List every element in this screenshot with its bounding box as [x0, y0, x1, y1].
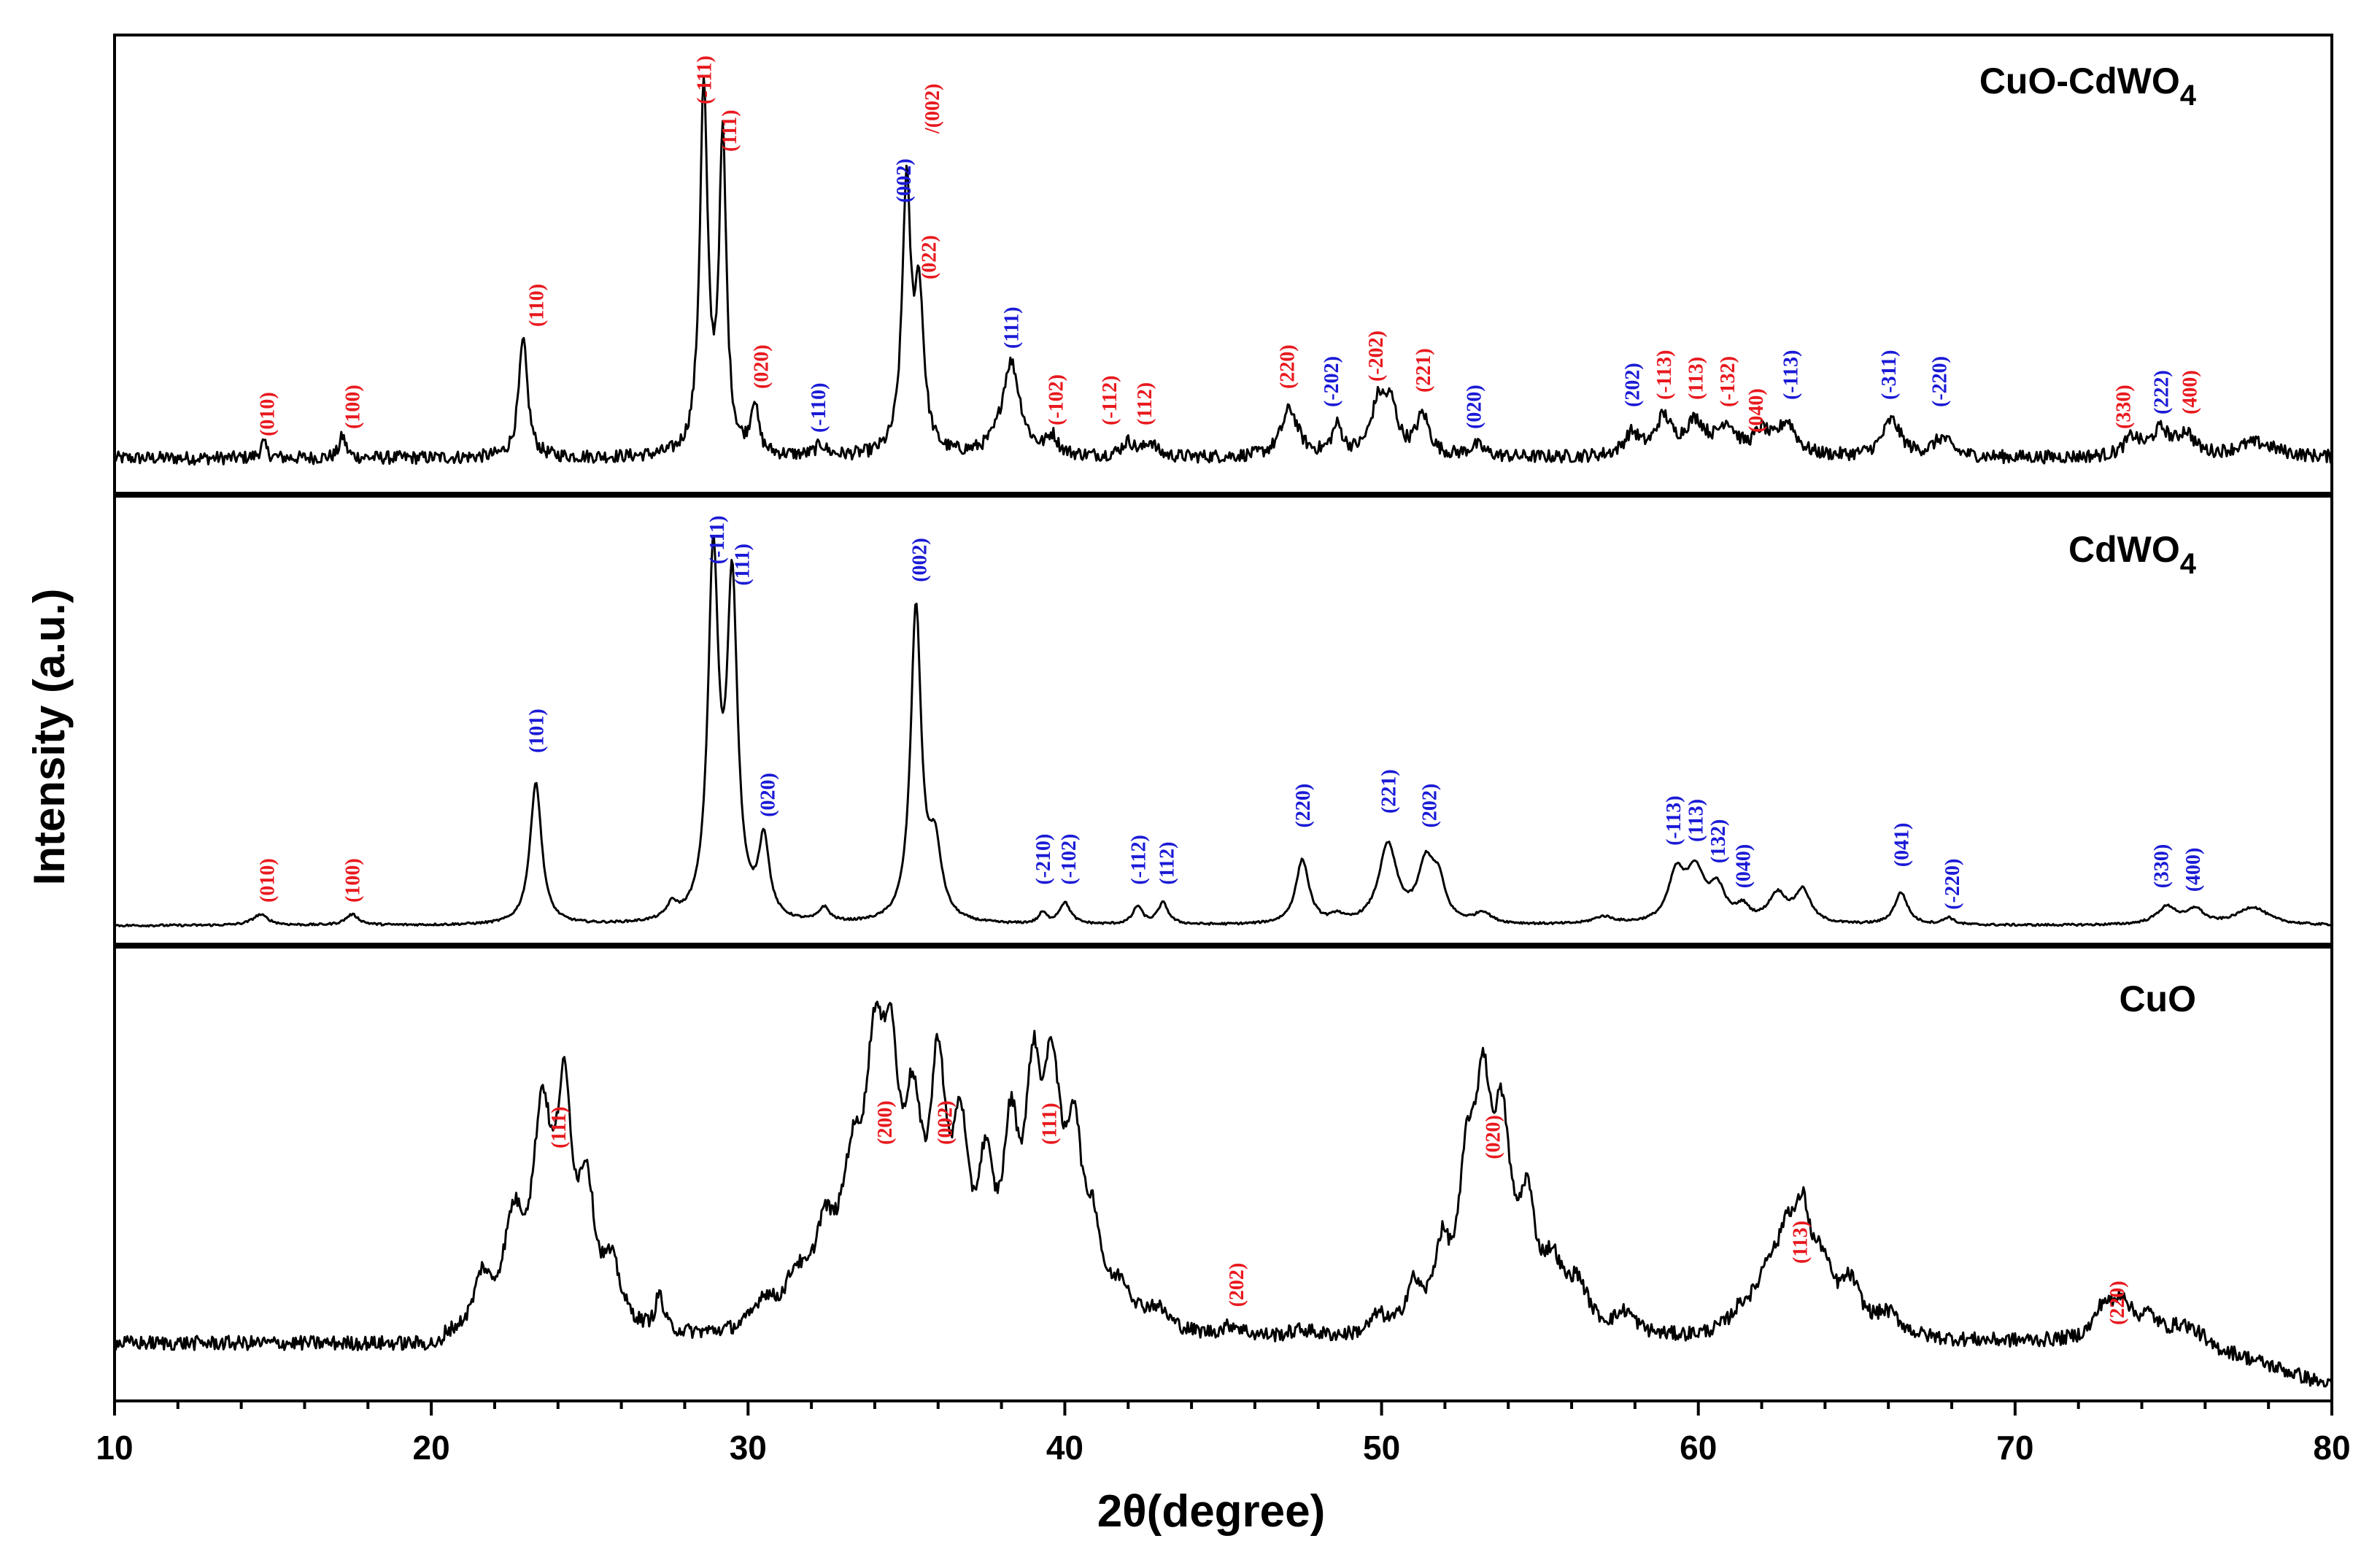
peak-label: (-102) — [1045, 374, 1067, 425]
x-axis-title: 2θ(degree) — [1097, 1486, 1326, 1537]
peak-label: (200) — [874, 1100, 897, 1145]
panel-cuo: CuO (111) (200) (002) (111) (202) (020) (113) (2… — [113, 978, 2333, 1388]
peak-label: (040) — [1745, 388, 1768, 433]
panel-title-subscript: 4 — [2180, 80, 2197, 112]
peak-label: (041) — [1891, 823, 1914, 868]
pattern-line — [113, 1000, 2333, 1388]
peak-label: (-210) — [1032, 834, 1055, 885]
peak-label: (220) — [1292, 784, 1315, 828]
peak-label: (220) — [1276, 344, 1299, 389]
peak-label: /(002) — [922, 84, 944, 134]
peak-label: (202) — [1419, 784, 1442, 828]
panel-cdwo4: CdWO4(010) (100)(101)(-111)(111)(020)(002… — [114, 516, 2333, 928]
x-axis: 10 20 30 40 50 60 70 80 — [96, 34, 2351, 1467]
peak-label: (-202) — [1365, 331, 1388, 382]
peak-label: (113) — [1685, 799, 1707, 842]
peak-label: (111) — [548, 1106, 571, 1148]
pattern-line — [114, 535, 2333, 928]
peak-label: (-220) — [1942, 859, 1964, 910]
peak-label: (100) — [342, 385, 365, 429]
peak-label: (-311) — [1878, 350, 1901, 400]
x-tick-label: 50 — [1363, 1429, 1400, 1467]
plot-frame — [113, 34, 2333, 1402]
x-tick-label: 80 — [2313, 1429, 2350, 1467]
peak-label: (-132) — [1717, 356, 1739, 407]
peak-label: (111) — [1039, 1103, 1062, 1145]
panel-title: CuO — [2119, 978, 2196, 1019]
peak-label: (113) — [1685, 357, 1707, 400]
peak-label: (020) — [757, 773, 779, 817]
peak-label: (111) — [1001, 306, 1024, 349]
x-tick-label: 60 — [1680, 1429, 1717, 1467]
pattern-line — [113, 75, 2333, 466]
peak-label: (-111) — [694, 55, 716, 104]
panel-cuo-cdwo4: CuO-CdWO4(010) (100)(110)(-111)(111)(020)… — [113, 55, 2333, 466]
peak-label: (101) — [525, 708, 548, 753]
peak-label: (400) — [2179, 370, 2202, 414]
x-tick-label: 40 — [1046, 1429, 1083, 1467]
peak-label: (221) — [1413, 348, 1435, 393]
x-tick-label: 30 — [730, 1429, 767, 1467]
peak-label: (022) — [919, 235, 941, 279]
panels-layer: CuO-CdWO4(010) (100)(110)(-111)(111)(020)… — [113, 55, 2333, 1388]
peak-label: (020) — [751, 344, 773, 389]
peak-label: (002) — [893, 158, 916, 203]
peak-label: (202) — [1622, 363, 1645, 407]
peak-label: (111) — [732, 544, 754, 586]
peak-label: (-110) — [808, 383, 830, 433]
peak-label: (112) — [1134, 382, 1156, 425]
peak-label: (020) — [1464, 385, 1486, 429]
peak-label: (010) — [256, 392, 279, 436]
peak-label: (112) — [1156, 841, 1178, 884]
peak-label: (-112) — [1127, 835, 1150, 884]
peak-label: (400) — [2182, 848, 2205, 892]
peak-label: (002) — [935, 1100, 957, 1145]
peak-label: (221) — [1378, 769, 1400, 814]
peak-label: (330) — [2113, 385, 2136, 429]
peak-label: (002) — [909, 538, 932, 582]
peak-label: (-202) — [1321, 356, 1343, 407]
peak-label: (-112) — [1099, 376, 1121, 425]
peak-label: (110) — [525, 284, 548, 327]
x-tick-label: 70 — [1996, 1429, 2033, 1467]
peak-label: (113) — [1790, 1221, 1812, 1264]
peak-label: (-102) — [1058, 834, 1081, 885]
panel-title-subscript: 4 — [2180, 548, 2197, 580]
peak-label: (010) — [256, 858, 279, 903]
peak-label: (111) — [719, 109, 741, 152]
peak-label: (132) — [1707, 819, 1730, 864]
peak-label: (100) — [342, 858, 365, 903]
peak-label: (-220) — [1929, 356, 1952, 407]
peak-label: (-113) — [1780, 350, 1803, 400]
peak-label: (202) — [1226, 1263, 1248, 1308]
peak-label: (040) — [1733, 844, 1755, 889]
y-axis-title: Intensity (a.u.) — [25, 589, 74, 886]
peak-label: (-113) — [1653, 350, 1676, 400]
peak-label: (-111) — [706, 516, 729, 565]
peak-label: (222) — [2151, 370, 2174, 414]
x-tick-label: 20 — [413, 1429, 450, 1467]
peak-label: (-113) — [1663, 795, 1685, 845]
peak-label: (220) — [2106, 1281, 2129, 1325]
peak-label: (330) — [2151, 844, 2174, 889]
peak-label: (020) — [1483, 1115, 1505, 1159]
x-tick-label: 10 — [96, 1429, 133, 1467]
